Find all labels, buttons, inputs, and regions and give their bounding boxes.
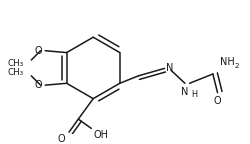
Text: CH₃: CH₃ xyxy=(8,68,24,77)
Text: 2: 2 xyxy=(234,63,239,69)
Text: NH: NH xyxy=(220,57,235,67)
Text: H: H xyxy=(192,90,198,99)
Text: N: N xyxy=(166,63,174,73)
Text: OH: OH xyxy=(93,130,108,140)
Text: O: O xyxy=(214,96,221,106)
Text: N: N xyxy=(181,87,189,97)
Text: CH₃: CH₃ xyxy=(8,59,24,68)
Text: O: O xyxy=(35,80,42,90)
Text: O: O xyxy=(58,134,65,144)
Text: O: O xyxy=(35,46,42,56)
